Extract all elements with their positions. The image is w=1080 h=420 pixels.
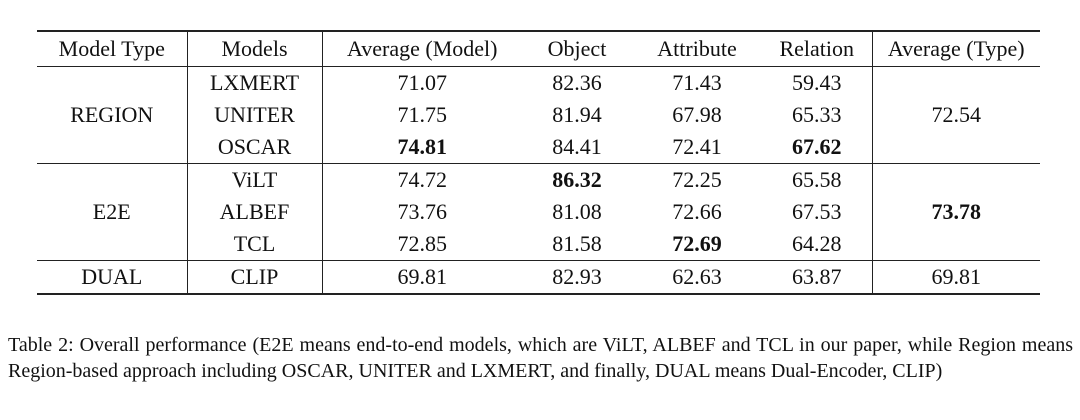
avg-type-cell: 72.54 [931, 102, 982, 127]
header-average-model: Average (Model) [347, 36, 498, 61]
header-object: Object [547, 36, 607, 61]
avg-model-cell: 71.75 [397, 102, 448, 127]
relation-cell: 65.58 [762, 163, 873, 196]
header-attribute: Attribute [657, 36, 737, 61]
model-cell: TCL [187, 228, 323, 261]
model-type-cell: REGION [37, 66, 188, 164]
table-row: OSCAR 74.81 84.41 72.41 67.62 [37, 131, 1040, 164]
table-row: TCL 72.85 81.58 72.69 64.28 [37, 228, 1040, 261]
header-model-type: Model Type [37, 31, 188, 67]
header-average-type: Average (Type) [887, 36, 1025, 61]
object-cell: 81.08 [552, 199, 602, 224]
header-row: Model Type Models Average (Model) Object… [37, 31, 1040, 67]
table-row: DUAL CLIP 69.81 82.93 62.63 63.87 69.81 [37, 260, 1040, 294]
relation-cell: 67.53 [762, 196, 873, 228]
table-caption: Table 2: Overall performance (E2E means … [8, 334, 1073, 382]
group-e2e: E2E ViLT 74.72 86.32 72.25 65.58 73.78 A… [37, 163, 1040, 261]
relation-cell: 63.87 [762, 260, 873, 294]
attribute-cell: 72.41 [672, 134, 722, 159]
avg-model-cell: 74.81 [397, 134, 448, 159]
table-row: UNITER 71.75 81.94 67.98 65.33 [37, 99, 1040, 131]
model-cell: ALBEF [187, 196, 323, 228]
avg-model-cell: 73.76 [397, 199, 448, 224]
relation-cell: 67.62 [762, 131, 873, 164]
object-cell: 86.32 [552, 167, 602, 192]
group-region: REGION LXMERT 71.07 82.36 71.43 59.43 72… [37, 66, 1040, 164]
attribute-cell: 71.43 [672, 70, 722, 95]
results-table-container: Model Type Models Average (Model) Object… [37, 30, 1040, 295]
avg-model-cell: 71.07 [397, 70, 448, 95]
attribute-cell: 72.69 [672, 231, 722, 256]
relation-cell: 65.33 [762, 99, 873, 131]
avg-type-cell: 73.78 [931, 199, 982, 224]
model-cell: LXMERT [187, 66, 323, 99]
group-dual: DUAL CLIP 69.81 82.93 62.63 63.87 69.81 [37, 260, 1040, 294]
object-cell: 81.94 [552, 102, 602, 127]
object-cell: 81.58 [552, 231, 602, 256]
attribute-cell: 72.66 [672, 199, 722, 224]
model-cell: UNITER [187, 99, 323, 131]
avg-model-cell: 74.72 [397, 167, 448, 192]
model-type-cell: E2E [37, 163, 188, 261]
model-type-cell: DUAL [37, 260, 188, 294]
avg-type-cell: 69.81 [931, 264, 982, 289]
table-row: REGION LXMERT 71.07 82.36 71.43 59.43 72… [37, 66, 1040, 164]
header-models: Models [187, 31, 323, 67]
header-relation: Relation [762, 31, 873, 67]
object-cell: 82.93 [552, 264, 602, 289]
results-table: Model Type Models Average (Model) Object… [37, 30, 1040, 295]
table-row: ALBEF 73.76 81.08 72.66 67.53 [37, 196, 1040, 228]
table-row: E2E ViLT 74.72 86.32 72.25 65.58 73.78 [37, 163, 1040, 261]
relation-cell: 64.28 [762, 228, 873, 261]
relation-cell: 59.43 [762, 66, 873, 99]
attribute-cell: 67.98 [672, 102, 722, 127]
object-cell: 84.41 [552, 134, 602, 159]
attribute-cell: 62.63 [672, 264, 722, 289]
model-cell: ViLT [187, 163, 323, 196]
object-cell: 82.36 [552, 70, 602, 95]
avg-model-cell: 72.85 [397, 231, 448, 256]
avg-model-cell: 69.81 [397, 264, 448, 289]
model-cell: CLIP [187, 260, 323, 294]
model-cell: OSCAR [187, 131, 323, 164]
attribute-cell: 72.25 [672, 167, 722, 192]
